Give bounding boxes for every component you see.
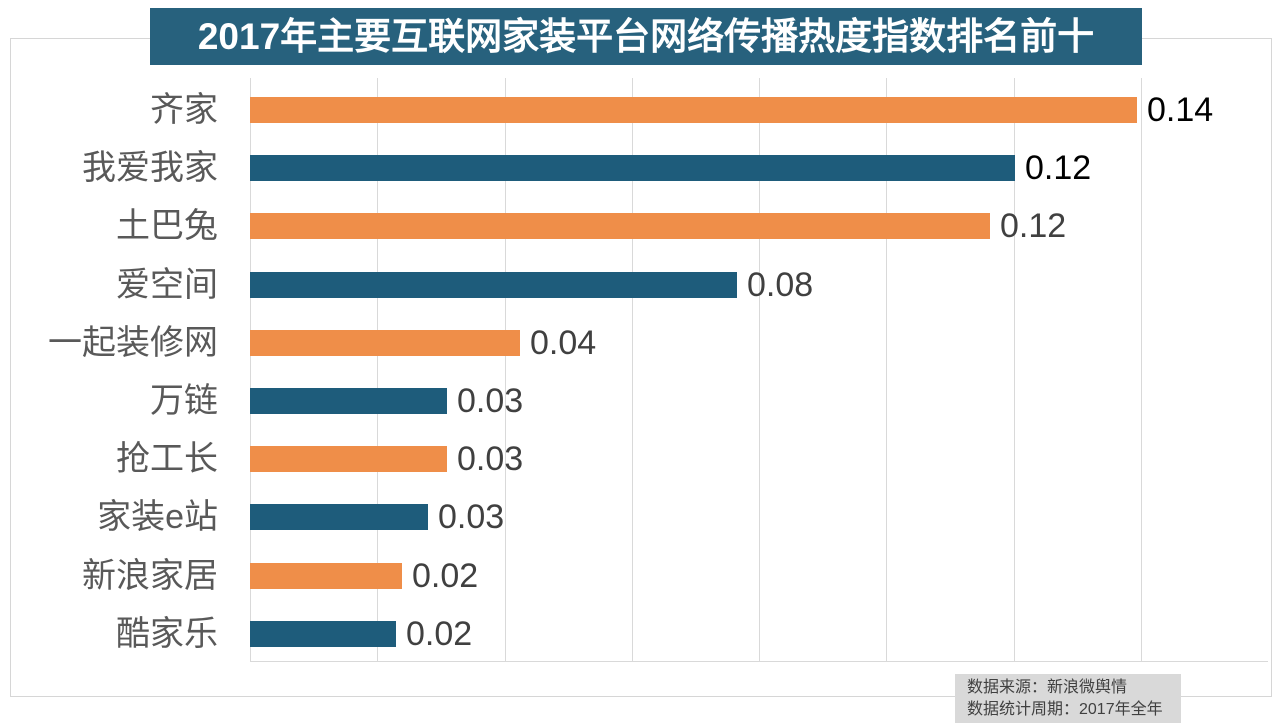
bar — [250, 97, 1137, 123]
value-label: 0.02 — [406, 615, 473, 653]
value-label: 0.03 — [438, 498, 505, 536]
bar — [250, 388, 447, 414]
plot-area — [250, 78, 1268, 662]
gridline — [377, 78, 378, 662]
source-note: 数据来源：新浪微舆情 数据统计周期：2017年全年 — [955, 674, 1181, 723]
gridline — [505, 78, 506, 662]
category-label: 爱空间 — [116, 266, 218, 304]
gridline — [1141, 78, 1142, 662]
bar — [250, 446, 447, 472]
category-label: 万链 — [150, 382, 218, 420]
gridline — [632, 78, 633, 662]
source-line-1: 数据来源：新浪微舆情 — [967, 679, 1128, 696]
source-line-2: 数据统计周期：2017年全年 — [967, 701, 1163, 718]
gridline — [1014, 78, 1015, 662]
bar — [250, 213, 990, 239]
bar — [250, 563, 402, 589]
x-axis-line — [250, 661, 1268, 662]
value-label: 0.14 — [1147, 91, 1214, 129]
category-label: 酷家乐 — [116, 615, 218, 653]
value-label: 0.02 — [412, 557, 479, 595]
category-label: 齐家 — [150, 91, 218, 129]
category-label: 新浪家居 — [82, 557, 218, 595]
bar — [250, 504, 428, 530]
gridline — [886, 78, 887, 662]
category-label: 家装e站 — [97, 498, 218, 536]
value-label: 0.12 — [1000, 207, 1067, 245]
value-label: 0.12 — [1025, 149, 1092, 187]
category-label: 我爱我家 — [82, 149, 218, 187]
gridline — [250, 78, 251, 662]
value-label: 0.03 — [457, 440, 524, 478]
category-label: 抢工长 — [116, 440, 218, 478]
bar — [250, 330, 520, 356]
gridline — [759, 78, 760, 662]
value-label: 0.08 — [747, 266, 814, 304]
bar — [250, 621, 396, 647]
category-label: 土巴兔 — [116, 207, 218, 245]
chart-border — [10, 38, 1272, 697]
bar — [250, 155, 1015, 181]
category-label: 一起装修网 — [48, 324, 218, 362]
value-label: 0.04 — [530, 324, 597, 362]
value-label: 0.03 — [457, 382, 524, 420]
bar — [250, 272, 737, 298]
chart-title: 2017年主要互联网家装平台网络传播热度指数排名前十 — [150, 8, 1142, 65]
